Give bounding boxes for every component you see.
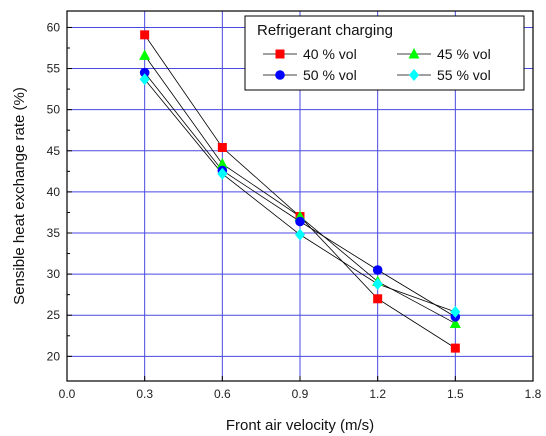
data-point — [450, 305, 461, 318]
legend-marker — [409, 69, 419, 81]
x-tick-label: 0.9 — [292, 387, 309, 401]
y-tick-labels: 20 25 30 35 40 45 50 55 60 — [47, 20, 61, 363]
data-point — [139, 49, 151, 60]
data-point — [373, 294, 383, 304]
data-point — [217, 167, 228, 180]
y-tick-label: 40 — [47, 185, 61, 199]
legend-marker — [275, 70, 285, 80]
data-point — [216, 157, 228, 169]
data-point — [217, 142, 227, 152]
legend-label: 50 % vol — [303, 67, 357, 83]
data-point — [450, 343, 460, 353]
axis-ticks — [66, 26, 534, 381]
legend-label: 55 % vol — [437, 67, 491, 83]
legend-marker — [275, 49, 285, 59]
y-tick-label: 55 — [47, 62, 61, 76]
data-point — [372, 277, 383, 290]
legend-box — [244, 15, 525, 91]
x-tick-label: 0.3 — [136, 387, 153, 401]
data-point — [295, 228, 305, 241]
y-tick-label: 50 — [47, 103, 61, 117]
x-tick-label: 1.2 — [369, 387, 386, 401]
x-tick-label: 1.8 — [525, 387, 542, 401]
series-markers — [139, 30, 461, 353]
legend-marker — [408, 48, 420, 59]
legend: Refrigerant charging 40 % vol 45 % vol 50 … — [244, 15, 525, 91]
y-tick-label: 45 — [47, 144, 61, 158]
legend-title: Refrigerant charging — [257, 22, 393, 39]
x-tick-label: 1.5 — [447, 387, 464, 401]
x-tick-label: 0.0 — [59, 387, 76, 401]
legend-label: 45 % vol — [437, 46, 491, 62]
x-tick-label: 0.6 — [214, 387, 231, 401]
y-axis-title: Sensible heat exchange rate (%) — [11, 87, 28, 305]
x-axis-title: Front air velocity (m/s) — [226, 417, 374, 434]
legend-items: 40 % vol 45 % vol 50 % vol 55 % vol — [263, 46, 491, 83]
y-tick-label: 60 — [47, 20, 61, 34]
y-tick-label: 30 — [47, 267, 61, 281]
x-tick-labels: 0.0 0.3 0.6 0.9 1.2 1.5 1.8 — [59, 387, 542, 401]
data-point — [139, 67, 150, 78]
data-point — [295, 216, 305, 227]
data-point — [139, 73, 150, 86]
legend-label: 40 % vol — [303, 46, 357, 62]
y-tick-label: 20 — [47, 349, 61, 363]
data-point — [449, 317, 461, 328]
y-tick-label: 35 — [47, 226, 61, 240]
data-point — [140, 30, 150, 40]
y-tick-label: 25 — [47, 308, 61, 322]
data-point — [372, 265, 383, 275]
